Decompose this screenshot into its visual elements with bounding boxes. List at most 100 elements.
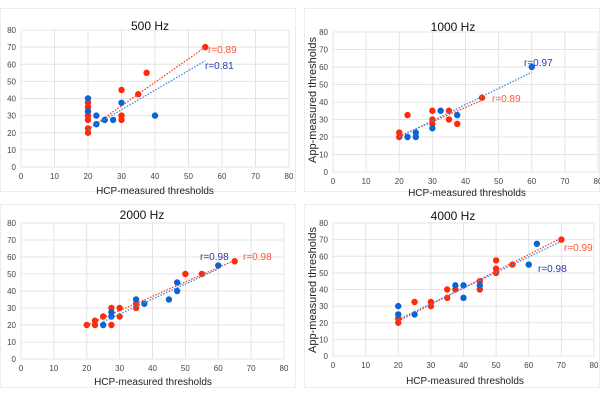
x-axis-label: HCP-measured thresholds	[94, 377, 212, 388]
y-axis-label: App-measured thresholds	[307, 227, 319, 353]
data-point-red	[479, 94, 485, 100]
y-tick-label: 50	[319, 81, 328, 90]
y-tick-label: 80	[319, 28, 328, 37]
x-tick-label: 40	[151, 172, 160, 181]
x-tick-label: 30	[115, 364, 124, 373]
correlation-label-blue: r=0.81	[205, 61, 234, 72]
x-tick-label: 30	[428, 177, 437, 186]
x-tick-label: 70	[251, 172, 260, 181]
x-tick-label: 30	[426, 361, 435, 370]
data-point-red	[118, 87, 124, 93]
y-tick-label: 0	[12, 355, 17, 364]
x-axis-label: HCP-measured thresholds	[406, 376, 524, 387]
data-point-blue	[454, 112, 460, 118]
data-point-blue	[85, 108, 91, 114]
data-point-blue	[477, 282, 483, 288]
x-tick-label: 60	[214, 364, 223, 373]
data-point-red	[429, 108, 435, 114]
x-tick-label: 0	[331, 361, 336, 370]
y-tick-label: 40	[7, 95, 16, 104]
y-tick-label: 40	[7, 287, 16, 296]
correlation-label-red: r=0.98	[243, 252, 272, 263]
y-tick-label: 70	[7, 43, 16, 52]
data-point-red	[118, 112, 124, 118]
y-tick-label: 20	[319, 133, 328, 142]
x-tick-label: 80	[280, 364, 289, 373]
x-tick-label: 60	[524, 361, 533, 370]
data-point-blue	[166, 296, 172, 302]
correlation-label-blue: r=0.98	[200, 252, 229, 263]
x-tick-label: 0	[19, 364, 24, 373]
y-tick-label: 40	[319, 98, 328, 107]
data-point-blue	[215, 262, 221, 268]
data-point-blue	[437, 108, 443, 114]
y-tick-label: 20	[7, 129, 16, 138]
data-point-blue	[85, 95, 91, 101]
data-point-blue	[133, 296, 139, 302]
chart-panel-1: 01020304050607080010203040506070801000 H…	[305, 9, 600, 200]
y-tick-label: 30	[319, 116, 328, 125]
x-axis-label: HCP-measured thresholds	[96, 186, 214, 197]
correlation-label-red: r=0.89	[208, 45, 237, 56]
y-tick-label: 60	[319, 63, 328, 72]
y-tick-label: 60	[7, 60, 16, 69]
chart-title: 500 Hz	[131, 19, 169, 33]
data-point-blue	[460, 295, 466, 301]
data-point-blue	[152, 112, 158, 118]
y-tick-label: 0	[324, 168, 329, 177]
correlation-label-blue: r=0.98	[538, 264, 567, 275]
data-point-blue	[93, 112, 99, 118]
x-tick-label: 50	[184, 172, 193, 181]
y-tick-label: 30	[7, 304, 16, 313]
x-tick-label: 40	[459, 361, 468, 370]
x-tick-label: 70	[247, 364, 256, 373]
y-tick-label: 70	[319, 46, 328, 55]
data-point-blue	[108, 309, 114, 315]
x-tick-label: 60	[527, 177, 536, 186]
x-tick-label: 50	[492, 361, 501, 370]
y-tick-label: 60	[319, 252, 328, 261]
panel-frame	[1, 9, 296, 192]
chart-title: 1000 Hz	[431, 20, 476, 34]
y-tick-label: 40	[319, 286, 328, 295]
x-tick-label: 20	[394, 361, 403, 370]
data-point-red	[446, 116, 452, 122]
x-tick-label: 80	[590, 361, 599, 370]
data-point-blue	[526, 261, 532, 267]
chart-title: 4000 Hz	[431, 209, 476, 223]
x-tick-label: 80	[285, 172, 294, 181]
data-point-blue	[452, 282, 458, 288]
data-point-red	[454, 121, 460, 127]
x-tick-label: 10	[50, 172, 59, 181]
data-point-red	[143, 70, 149, 76]
y-tick-label: 10	[319, 151, 328, 160]
data-point-blue	[534, 241, 540, 247]
x-tick-label: 50	[181, 364, 190, 373]
data-point-blue	[174, 279, 180, 285]
y-axis-label: App-measured thresholds	[307, 37, 319, 163]
x-tick-label: 40	[461, 177, 470, 186]
panel-frame	[305, 205, 600, 388]
x-tick-label: 60	[218, 172, 227, 181]
correlation-label-red: r=0.99	[564, 243, 593, 254]
data-point-blue	[118, 100, 124, 106]
data-point-red	[85, 125, 91, 131]
correlation-label-red: r=0.89	[492, 94, 521, 105]
y-tick-label: 60	[7, 253, 16, 262]
chart-title: 2000 Hz	[120, 208, 165, 222]
y-tick-label: 20	[7, 321, 16, 330]
y-tick-label: 70	[7, 236, 16, 245]
y-tick-label: 10	[319, 335, 328, 344]
data-point-red	[182, 271, 188, 277]
y-tick-label: 0	[324, 352, 329, 361]
y-tick-label: 80	[319, 219, 328, 228]
y-tick-label: 50	[7, 270, 16, 279]
y-tick-label: 50	[319, 269, 328, 278]
x-tick-label: 0	[19, 172, 24, 181]
panel-frame	[305, 9, 600, 192]
x-tick-label: 70	[560, 177, 569, 186]
